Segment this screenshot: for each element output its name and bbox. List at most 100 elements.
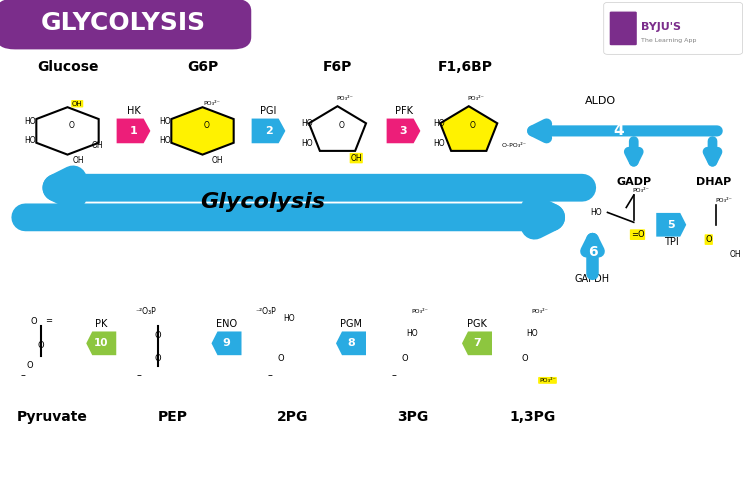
FancyArrowPatch shape [26, 209, 551, 226]
Text: O: O [470, 122, 476, 130]
Text: –: – [20, 370, 25, 380]
Text: HO: HO [283, 314, 295, 323]
Text: G6P: G6P [187, 60, 218, 74]
Text: 10: 10 [94, 338, 109, 348]
Text: HO: HO [302, 119, 313, 128]
Text: 1: 1 [130, 126, 137, 136]
Polygon shape [251, 119, 285, 143]
Text: O: O [338, 122, 344, 130]
Text: 9: 9 [223, 338, 230, 348]
Polygon shape [171, 107, 234, 155]
Text: OH: OH [211, 156, 223, 165]
FancyBboxPatch shape [0, 0, 251, 49]
Text: 1,3PG: 1,3PG [509, 411, 556, 424]
Polygon shape [117, 119, 150, 143]
Text: HO: HO [159, 117, 171, 125]
Text: –: – [392, 370, 396, 380]
FancyBboxPatch shape [609, 11, 638, 46]
Text: HO: HO [433, 119, 445, 128]
Text: 4: 4 [614, 124, 624, 138]
Text: GAPDH: GAPDH [575, 274, 610, 284]
Text: PO₃²⁻: PO₃²⁻ [337, 96, 353, 101]
Text: PO₃²⁻: PO₃²⁻ [633, 188, 650, 193]
Text: PK: PK [95, 319, 107, 329]
Text: O: O [31, 317, 37, 326]
Text: PGM: PGM [340, 319, 362, 329]
Text: HK: HK [127, 106, 140, 116]
Text: 2PG: 2PG [277, 411, 308, 424]
Text: HO: HO [159, 136, 171, 145]
Text: O: O [522, 354, 528, 363]
Text: DHAP: DHAP [696, 177, 731, 187]
Text: Glucose: Glucose [37, 60, 98, 74]
Text: OH: OH [92, 141, 104, 150]
Text: O: O [203, 122, 209, 130]
Text: PO₃²⁻: PO₃²⁻ [468, 96, 484, 101]
Text: PO₃²⁻: PO₃²⁻ [204, 101, 220, 106]
Text: F1,6BP: F1,6BP [437, 60, 493, 74]
Text: 2: 2 [265, 126, 272, 136]
Text: PFK: PFK [394, 106, 412, 116]
Text: TPI: TPI [664, 237, 679, 247]
Polygon shape [211, 331, 242, 355]
Text: HO: HO [24, 136, 36, 145]
Text: HO: HO [302, 139, 313, 148]
Polygon shape [86, 331, 116, 355]
FancyArrowPatch shape [628, 141, 639, 162]
Text: ⁻²O₃P: ⁻²O₃P [136, 307, 157, 316]
Text: O: O [706, 235, 712, 244]
FancyArrowPatch shape [707, 141, 718, 162]
Text: 7: 7 [473, 338, 481, 348]
Text: =O: =O [631, 230, 644, 239]
Text: 6: 6 [588, 245, 597, 259]
Polygon shape [462, 331, 492, 355]
Text: HO: HO [590, 208, 602, 217]
Polygon shape [336, 331, 366, 355]
Text: OH: OH [729, 250, 741, 259]
Text: GADP: GADP [616, 177, 651, 187]
Text: O: O [402, 354, 408, 363]
Text: O: O [154, 354, 160, 363]
Text: HO: HO [24, 117, 36, 125]
Text: ⁻²O₃P: ⁻²O₃P [256, 307, 277, 316]
Text: 5: 5 [668, 220, 675, 230]
Text: –: – [136, 370, 141, 380]
Text: O: O [278, 354, 284, 363]
Text: O: O [38, 341, 44, 350]
Text: OH: OH [350, 154, 362, 163]
Text: HO: HO [406, 329, 418, 338]
Text: 8: 8 [347, 338, 355, 348]
Text: PEP: PEP [158, 411, 188, 424]
Text: O: O [154, 331, 160, 340]
Polygon shape [309, 106, 366, 151]
Text: PGK: PGK [467, 319, 487, 329]
Text: HO: HO [433, 139, 445, 148]
Text: –: – [268, 370, 272, 380]
Text: ALDO: ALDO [584, 96, 616, 106]
Polygon shape [656, 213, 686, 237]
Text: PO₃²⁻: PO₃²⁻ [412, 309, 428, 314]
FancyArrowPatch shape [586, 239, 598, 274]
Text: 3: 3 [400, 126, 407, 136]
FancyArrowPatch shape [56, 179, 582, 196]
Text: PGI: PGI [260, 106, 277, 116]
Text: GLYCOLYSIS: GLYCOLYSIS [41, 11, 206, 35]
Text: O–PO₃²⁻: O–PO₃²⁻ [501, 143, 526, 148]
Text: O: O [68, 122, 74, 130]
Text: BYJU'S: BYJU'S [641, 22, 681, 32]
Polygon shape [440, 106, 497, 151]
Text: Glycolysis: Glycolysis [200, 192, 325, 211]
Polygon shape [387, 119, 420, 143]
Text: O: O [27, 361, 33, 370]
Text: OH: OH [72, 101, 82, 107]
Text: PO₃²⁻: PO₃²⁻ [716, 198, 732, 203]
Text: =: = [45, 317, 53, 326]
Text: HO: HO [526, 329, 538, 338]
Text: ENO: ENO [216, 319, 237, 329]
Text: 3PG: 3PG [397, 411, 428, 424]
Text: F6P: F6P [322, 60, 352, 74]
Polygon shape [36, 107, 99, 155]
FancyBboxPatch shape [604, 2, 742, 54]
FancyArrowPatch shape [532, 124, 717, 138]
Text: PO₃²⁻: PO₃²⁻ [539, 378, 556, 383]
